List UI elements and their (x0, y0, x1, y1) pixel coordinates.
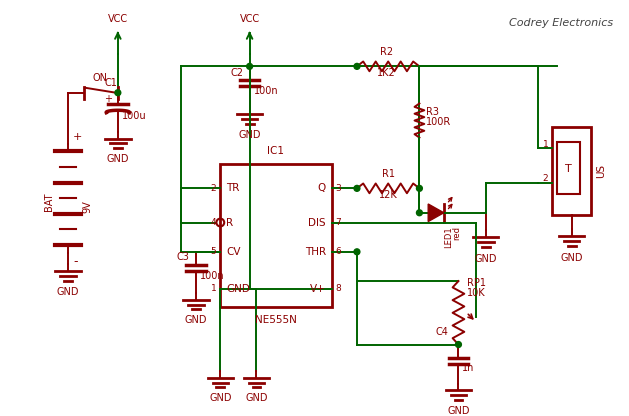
Text: 8: 8 (335, 285, 342, 293)
Circle shape (416, 186, 422, 191)
Text: GND: GND (106, 154, 129, 164)
Circle shape (247, 63, 252, 69)
Text: 2: 2 (543, 174, 548, 183)
Circle shape (115, 90, 121, 96)
Circle shape (416, 210, 422, 215)
Text: C2: C2 (230, 68, 243, 78)
Text: Q: Q (318, 183, 326, 193)
Text: 1: 1 (542, 140, 548, 149)
Circle shape (354, 186, 360, 191)
Text: 1n: 1n (462, 363, 475, 373)
Text: GND: GND (447, 406, 470, 416)
Text: -: - (73, 255, 77, 268)
Text: R: R (226, 218, 233, 228)
Text: 100R: 100R (426, 117, 452, 127)
Text: GND: GND (474, 254, 497, 264)
Text: 7: 7 (335, 218, 342, 227)
Text: CV: CV (226, 247, 241, 257)
Text: Codrey Electronics: Codrey Electronics (508, 17, 613, 27)
Text: 12K: 12K (379, 190, 398, 200)
Text: 5: 5 (211, 247, 216, 256)
Circle shape (354, 63, 360, 69)
Bar (220, 164, 331, 307)
Text: 4: 4 (211, 218, 216, 227)
Text: C3: C3 (176, 252, 189, 262)
Text: IC1: IC1 (267, 146, 284, 156)
Text: R3: R3 (426, 107, 439, 117)
Text: 9V: 9V (82, 201, 92, 213)
Text: T: T (565, 164, 572, 174)
Text: 100u: 100u (122, 111, 147, 121)
Text: 1: 1 (211, 285, 216, 293)
Text: 2: 2 (211, 184, 216, 193)
Text: THR: THR (304, 247, 326, 257)
Bar (552, 127, 591, 215)
Text: US: US (596, 164, 606, 178)
Text: RP1: RP1 (467, 278, 486, 288)
Text: GND: GND (560, 253, 583, 263)
Text: +: + (104, 94, 112, 104)
Text: R1: R1 (382, 168, 394, 178)
Circle shape (354, 249, 360, 255)
Text: 6: 6 (335, 247, 342, 256)
Text: GND: GND (245, 393, 268, 404)
Text: GND: GND (57, 287, 79, 297)
Text: VCC: VCC (108, 15, 128, 25)
Text: R2: R2 (380, 47, 392, 57)
Text: 1K2: 1K2 (377, 68, 396, 78)
Text: LED1: LED1 (444, 226, 454, 248)
Text: 100n: 100n (253, 86, 278, 96)
Text: 3: 3 (335, 184, 342, 193)
Text: 100n: 100n (200, 271, 225, 281)
Text: red: red (452, 226, 461, 240)
Circle shape (455, 342, 462, 347)
Text: +: + (73, 131, 82, 141)
Text: GND: GND (209, 393, 231, 404)
Text: BAT: BAT (43, 193, 53, 211)
Text: DIS: DIS (308, 218, 326, 228)
Text: GND: GND (185, 315, 207, 325)
Text: GND: GND (238, 130, 261, 140)
Text: VCC: VCC (240, 15, 260, 25)
Text: C4: C4 (435, 327, 448, 337)
Text: C1: C1 (104, 78, 117, 88)
Text: NE555N: NE555N (255, 315, 297, 325)
Text: TR: TR (226, 183, 240, 193)
Text: GND: GND (226, 284, 250, 294)
Text: V+: V+ (310, 284, 326, 294)
Text: ON: ON (92, 73, 108, 83)
Text: 10K: 10K (467, 288, 486, 298)
Bar (557, 141, 581, 194)
Polygon shape (428, 204, 444, 222)
